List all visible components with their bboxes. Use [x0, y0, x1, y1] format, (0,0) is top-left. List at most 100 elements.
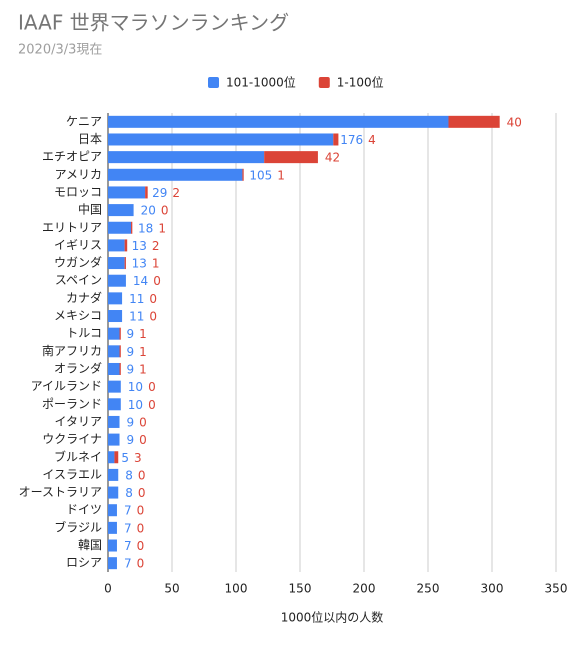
value-label: 8 — [125, 468, 133, 482]
value-label: 0 — [137, 539, 145, 553]
y-tick-label: トルコ — [66, 326, 102, 340]
bar — [108, 345, 120, 358]
value-label: 11 — [129, 310, 144, 324]
bar — [145, 186, 148, 199]
bar — [108, 186, 146, 199]
legend-swatch — [208, 77, 219, 88]
x-tick-label: 350 — [545, 582, 568, 596]
chart-subtitle: 2020/3/3現在 — [18, 43, 102, 58]
y-tick-label: ウガンダ — [54, 255, 102, 270]
value-label: 0 — [148, 398, 156, 412]
y-tick-label: メキシコ — [54, 309, 102, 323]
y-tick-label: スペイン — [55, 273, 102, 287]
value-label: 0 — [138, 486, 146, 500]
value-label: 7 — [124, 557, 132, 571]
bar — [108, 327, 120, 340]
y-tick-label: オランダ — [54, 360, 102, 375]
y-tick-label: ブルネイ — [54, 449, 102, 464]
y-tick-label: アメリカ — [55, 167, 102, 181]
x-tick-label: 50 — [164, 582, 179, 596]
bar — [108, 415, 120, 428]
value-label: 0 — [161, 204, 169, 218]
x-tick-label: 300 — [481, 582, 504, 596]
y-tick-label: ロシア — [66, 556, 102, 570]
bar — [108, 274, 126, 287]
value-label: 42 — [325, 151, 340, 165]
y-tick-label: 中国 — [78, 202, 102, 217]
value-label: 10 — [128, 380, 143, 394]
bar — [119, 345, 121, 358]
x-tick-label: 150 — [289, 582, 312, 596]
y-tick-label: オーストラリア — [19, 485, 102, 499]
bar — [119, 327, 121, 340]
x-tick-label: 0 — [104, 582, 112, 596]
x-tick-label: 250 — [417, 582, 440, 596]
value-label: 5 — [121, 451, 129, 465]
x-tick-label: 200 — [353, 582, 376, 596]
bar — [108, 151, 265, 164]
value-label: 0 — [139, 415, 147, 429]
value-label: 0 — [138, 468, 146, 482]
value-label: 20 — [141, 204, 156, 218]
y-tick-label: 韓国 — [78, 538, 102, 552]
bar — [242, 168, 244, 181]
value-label: 1 — [277, 168, 285, 182]
x-tick-label: 100 — [225, 582, 248, 596]
x-axis-title: 1000位以内の人数 — [281, 610, 384, 625]
value-label: 14 — [133, 274, 148, 288]
value-label: 7 — [124, 504, 132, 518]
bar — [108, 257, 125, 270]
value-label: 7 — [124, 521, 132, 535]
value-label: 0 — [137, 557, 145, 571]
bar — [108, 115, 449, 128]
value-label: 176 — [340, 133, 363, 147]
value-label: 9 — [127, 433, 135, 447]
bar — [108, 168, 243, 181]
legend-label: 101-1000位 — [226, 75, 296, 90]
bar — [108, 504, 117, 517]
value-label: 9 — [127, 327, 135, 341]
bar — [108, 539, 117, 552]
bar — [108, 486, 119, 499]
bar — [108, 433, 120, 446]
value-label: 18 — [138, 221, 153, 235]
bar — [124, 239, 128, 252]
value-label: 1 — [152, 257, 160, 271]
value-label: 3 — [134, 451, 142, 465]
value-label: 0 — [153, 274, 161, 288]
bar — [108, 468, 119, 481]
y-tick-label: ドイツ — [66, 503, 102, 517]
y-tick-label: ケニア — [66, 114, 102, 128]
y-tick-label: アイルランド — [31, 379, 102, 393]
value-label: 9 — [127, 362, 135, 376]
value-label: 11 — [129, 292, 144, 306]
value-label: 8 — [125, 486, 133, 500]
value-label: 7 — [124, 539, 132, 553]
value-label: 9 — [127, 345, 135, 359]
bar — [124, 257, 126, 270]
value-label: 10 — [128, 398, 143, 412]
value-label: 29 — [152, 186, 167, 200]
value-label: 1 — [139, 345, 147, 359]
value-label: 2 — [172, 186, 180, 200]
value-label: 0 — [137, 504, 145, 518]
value-label: 0 — [137, 521, 145, 535]
bar — [108, 380, 121, 393]
value-label: 0 — [148, 380, 156, 394]
bar — [108, 239, 125, 252]
bar — [448, 115, 500, 128]
bar — [264, 151, 318, 164]
value-label: 1 — [158, 221, 166, 235]
value-label: 0 — [149, 292, 157, 306]
y-tick-label: ポーランド — [42, 397, 102, 411]
value-label: 105 — [249, 168, 272, 182]
bar — [333, 133, 339, 146]
value-label: 1 — [139, 362, 147, 376]
value-label: 13 — [132, 239, 147, 253]
y-tick-label: 日本 — [78, 132, 102, 146]
y-tick-label: イタリア — [54, 414, 102, 428]
bar — [108, 133, 334, 146]
y-tick-label: エチオピア — [42, 150, 102, 164]
value-label: 13 — [132, 257, 147, 271]
y-tick-label: ウクライナ — [42, 432, 102, 446]
